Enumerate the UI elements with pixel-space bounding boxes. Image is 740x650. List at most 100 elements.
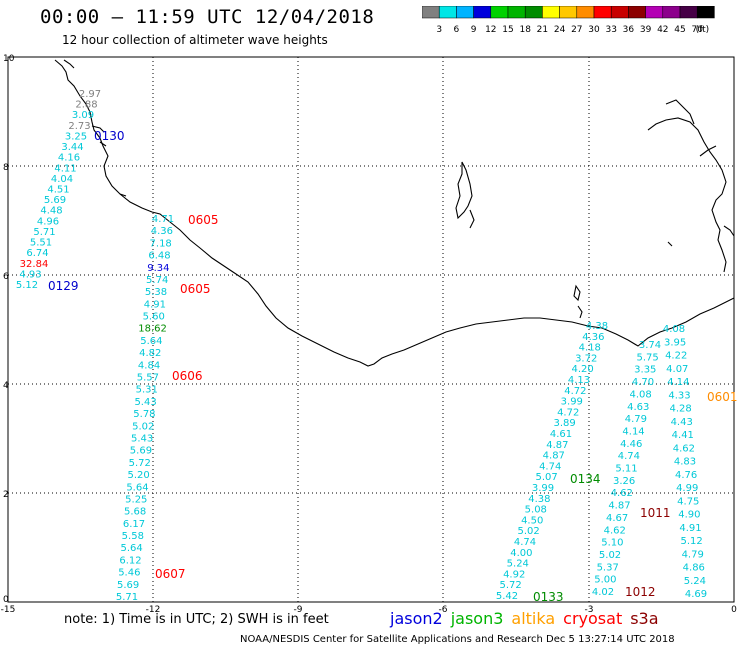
legend-item-s3a: s3a xyxy=(630,609,659,628)
pass-time-label: 1011 xyxy=(640,506,671,520)
wave-height-label: 4.50 xyxy=(521,515,543,526)
color-scale-label: 39 xyxy=(640,25,652,35)
y-axis-tick-label: 10 xyxy=(3,54,15,64)
wave-height-label: 3.99 xyxy=(532,483,554,494)
wave-height-label: 4.70 xyxy=(632,377,654,388)
wave-height-label: 4.51 xyxy=(47,185,69,196)
wave-height-label: 4.38 xyxy=(528,494,550,505)
wave-height-label: 5.64 xyxy=(126,482,148,493)
wave-height-label: 5.12 xyxy=(16,280,38,291)
wave-height-label: 5.37 xyxy=(597,562,619,573)
wave-height-label: 5.69 xyxy=(117,580,139,591)
wave-height-label: 3.89 xyxy=(553,418,575,429)
wave-height-label: 4.61 xyxy=(550,429,572,440)
wave-height-label: 4.91 xyxy=(144,299,166,310)
wave-height-label: 2.88 xyxy=(75,100,97,111)
wave-height-label: 5.38 xyxy=(145,287,167,298)
wave-height-label: 4.22 xyxy=(665,351,687,362)
wave-height-label: 4.74 xyxy=(618,451,640,462)
wave-height-label: 5.57 xyxy=(137,373,159,384)
wave-height-label: 4.07 xyxy=(666,364,688,375)
wave-height-label: 3.09 xyxy=(72,110,94,121)
wave-height-label: 4.90 xyxy=(678,510,700,521)
pass-time-label: 0607 xyxy=(155,567,186,581)
wave-height-label: 4.11 xyxy=(54,163,76,174)
wave-height-label: 5.02 xyxy=(599,550,621,561)
wave-height-label: 5.64 xyxy=(140,336,162,347)
legend-item-altika: altika xyxy=(511,609,556,628)
y-axis-tick-label: 6 xyxy=(3,272,9,282)
wave-height-label: 4.75 xyxy=(677,496,699,507)
color-scale-swatch xyxy=(679,6,698,19)
color-scale-label: 70 xyxy=(691,25,703,35)
footer-credit: NOAA/NESDIS Center for Satellite Applica… xyxy=(240,634,675,645)
color-scale-label: 6 xyxy=(454,25,460,35)
color-scale-swatch xyxy=(593,6,612,19)
color-scale-swatch xyxy=(576,6,595,19)
color-scale-unit: (ft) xyxy=(696,25,710,35)
wave-height-label: 5.74 xyxy=(146,275,168,286)
wave-height-label: 5.11 xyxy=(615,464,637,475)
wave-height-label: 5.42 xyxy=(496,591,518,602)
wave-height-label: 5.72 xyxy=(499,580,521,591)
wave-height-label: 4.72 xyxy=(557,407,579,418)
wave-height-label: 5.12 xyxy=(680,536,702,547)
wave-height-label: 4.79 xyxy=(682,549,704,560)
header-subtitle: 12 hour collection of altimeter wave hei… xyxy=(62,33,328,47)
wave-height-label: 4.20 xyxy=(571,364,593,375)
wave-height-label: 5.64 xyxy=(121,543,143,554)
wave-height-label: 4.92 xyxy=(503,569,525,580)
wave-height-label: 5.24 xyxy=(507,559,529,570)
color-scale-swatch xyxy=(473,6,492,19)
wave-height-label: 4.28 xyxy=(669,404,691,415)
wave-height-label: 5.51 xyxy=(30,238,52,249)
color-scale-swatch xyxy=(490,6,509,19)
wave-height-label: 5.25 xyxy=(125,494,147,505)
wave-height-label: 5.31 xyxy=(136,385,158,396)
wave-height-label: 4.86 xyxy=(683,563,705,574)
color-scale-label: 36 xyxy=(623,25,635,35)
wave-height-label: 4.87 xyxy=(608,501,630,512)
wave-height-label: 5.20 xyxy=(127,470,149,481)
wave-height-label: 3.99 xyxy=(561,397,583,408)
wave-height-label: 4.82 xyxy=(139,348,161,359)
wave-height-label: 4.36 xyxy=(151,226,173,237)
wave-height-label: 5.07 xyxy=(535,472,557,483)
wave-height-label: 5.43 xyxy=(134,397,156,408)
wave-height-label: 5.24 xyxy=(684,576,706,587)
wave-height-label: 4.33 xyxy=(668,390,690,401)
color-scale-label: 18 xyxy=(519,25,531,35)
wave-height-label: 4.74 xyxy=(514,537,536,548)
wave-height-label: 5.02 xyxy=(517,526,539,537)
plot-frame xyxy=(7,56,735,603)
pass-time-label: 0605 xyxy=(188,213,219,227)
pass-time-label: 0133 xyxy=(533,590,564,604)
wave-height-label: 4.46 xyxy=(620,439,642,450)
color-scale-label: 15 xyxy=(502,25,513,35)
color-scale-swatch xyxy=(559,6,578,19)
wave-height-label: 3.25 xyxy=(65,131,87,142)
x-axis-tick-label: -3 xyxy=(585,605,594,615)
wave-height-label: 9.34 xyxy=(147,263,169,274)
color-scale-label: 24 xyxy=(554,25,566,35)
wave-height-label: 4.02 xyxy=(592,587,614,598)
color-scale-label: 27 xyxy=(571,25,582,35)
color-scale-swatch xyxy=(456,6,474,19)
color-scale-swatch xyxy=(610,6,629,19)
wave-height-label: 5.69 xyxy=(130,446,152,457)
wave-height-label: 4.04 xyxy=(51,174,73,185)
x-axis-tick-label: 0 xyxy=(731,605,737,615)
wave-height-label: 2.73 xyxy=(68,121,90,132)
pass-time-label: 0601 xyxy=(707,390,738,404)
wave-height-label: 4.18 xyxy=(579,343,601,354)
y-axis-tick-label: 4 xyxy=(3,381,9,391)
color-scale-label: 42 xyxy=(657,25,668,35)
color-scale-swatch xyxy=(524,6,543,19)
wave-height-label: 4.87 xyxy=(546,440,568,451)
color-scale-label: 3 xyxy=(436,25,442,35)
wave-height-label: 4.96 xyxy=(37,216,59,227)
wave-height-label: 4.83 xyxy=(674,457,696,468)
pass-time-label: 1012 xyxy=(625,585,656,599)
color-scale-swatch xyxy=(662,6,681,19)
wave-height-label: 3.95 xyxy=(664,337,686,348)
